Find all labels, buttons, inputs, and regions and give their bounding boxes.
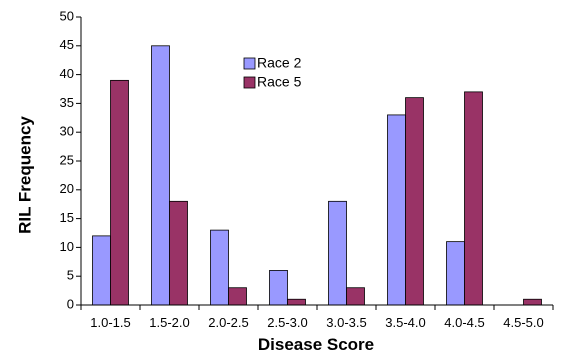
bar-race-2-3.5-4.0 (387, 114, 406, 306)
y-axis-ticks: 0 5 10 15 20 25 30 35 40 45 50 (60, 8, 81, 311)
y-tick-label: 40 (60, 66, 74, 81)
bar-race-5-2.0-2.5 (228, 287, 247, 306)
bar-race-5-1.0-1.5 (110, 79, 129, 306)
legend: Race 2 Race 5 (243, 55, 302, 90)
x-tick-label: 1.0-1.5 (90, 315, 130, 330)
y-tick-label: 50 (60, 8, 74, 23)
y-tick-label: 25 (60, 152, 74, 167)
bar-race-5-4.5-5.0 (523, 298, 542, 306)
y-tick-label: 35 (60, 95, 74, 110)
legend-label-race-2: Race 2 (257, 55, 302, 71)
bar-race-5-1.5-2.0 (169, 200, 188, 306)
y-tick-label: 0 (67, 296, 74, 311)
x-tick-label: 2.5-3.0 (267, 315, 307, 330)
y-tick-label: 30 (60, 124, 74, 139)
bar-race-2-1.0-1.5 (92, 235, 111, 306)
bar-race-2-4.0-4.5 (446, 241, 465, 306)
x-axis-label: Disease Score (258, 335, 374, 354)
x-axis-ticks: 1.0-1.5 1.5-2.0 2.0-2.5 2.5-3.0 3.0-3.5 3.5-4… (80, 305, 554, 330)
bar-race-2-3.0-3.5 (328, 200, 347, 306)
y-tick-label: 45 (60, 37, 74, 52)
x-tick-label: 1.5-2.0 (149, 315, 189, 330)
axes (80, 17, 553, 306)
x-tick-label: 3.0-3.5 (326, 315, 366, 330)
bars (92, 45, 542, 306)
bar-race-2-2.0-2.5 (210, 229, 229, 306)
x-tick-label: 3.5-4.0 (385, 315, 425, 330)
y-tick-label: 5 (67, 268, 74, 283)
y-axis-label: RIL Frequency (15, 116, 34, 234)
bar-race-2-2.5-3.0 (269, 270, 288, 306)
x-tick-label: 2.0-2.5 (208, 315, 248, 330)
x-tick-label: 4.5-5.0 (503, 315, 543, 330)
bar-race-2-1.5-2.0 (151, 45, 170, 306)
y-tick-label: 15 (60, 210, 74, 225)
legend-label-race-5: Race 5 (257, 74, 302, 90)
y-tick-label: 10 (60, 239, 74, 254)
bar-race-5-2.5-3.0 (287, 298, 306, 306)
bar-race-5-3.5-4.0 (405, 97, 424, 306)
legend-swatch-race-5 (243, 76, 256, 89)
x-tick-label: 4.0-4.5 (444, 315, 484, 330)
y-axis-title: RIL Frequency (15, 116, 34, 234)
bar-race-5-3.0-3.5 (346, 287, 365, 306)
y-tick-label: 20 (60, 181, 74, 196)
legend-swatch-race-2 (243, 57, 256, 70)
bar-race-5-4.0-4.5 (464, 91, 483, 306)
